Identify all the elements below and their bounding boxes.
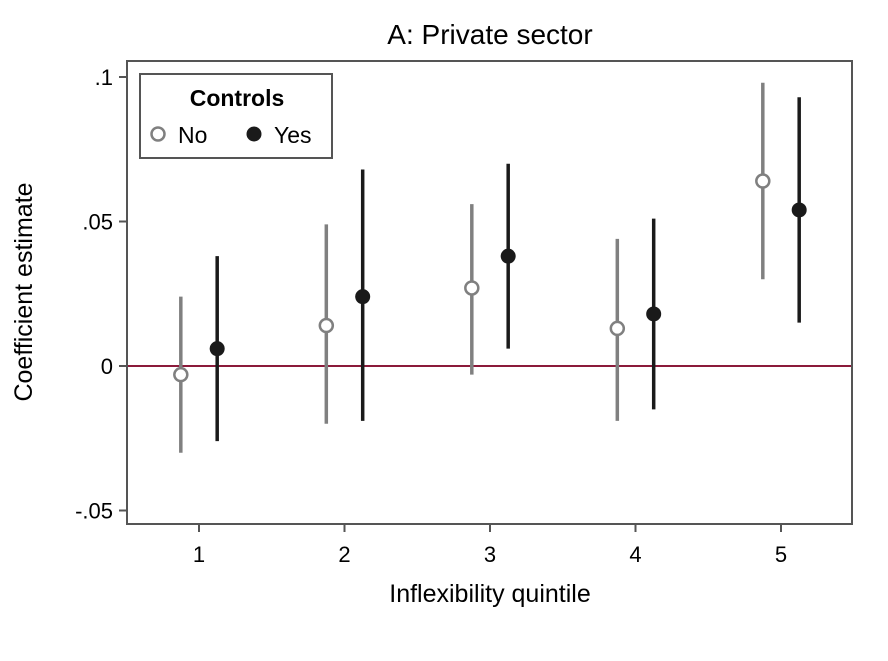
y-tick-label: .1	[95, 65, 113, 90]
x-tick-label: 5	[775, 542, 787, 567]
x-tick-label: 3	[484, 542, 496, 567]
x-axis-title: Inflexibility quintile	[389, 580, 591, 608]
point-estimate-yes	[791, 202, 807, 218]
y-tick-label: 0	[101, 354, 113, 379]
point-estimate-yes	[646, 306, 662, 322]
y-tick-label: -.05	[75, 499, 113, 524]
legend-marker-no	[150, 126, 166, 142]
y-axis: -.05 0 .05 .1	[75, 65, 127, 524]
point-estimate-no	[609, 320, 626, 337]
point-estimate-no	[173, 366, 189, 383]
legend-label-no: No	[178, 122, 207, 148]
point-estimate-no	[318, 317, 335, 334]
x-tick-label: 4	[629, 542, 641, 567]
point-estimate-no	[755, 173, 771, 189]
y-tick-label: .05	[82, 210, 113, 235]
legend-title: Controls	[190, 85, 285, 111]
x-axis: 1 2 3 4 5	[193, 524, 787, 567]
series-layer	[173, 82, 807, 453]
point-estimate-yes	[500, 248, 516, 264]
legend: Controls No Yes	[139, 73, 333, 159]
chart-title: A: Private sector	[387, 19, 592, 50]
x-tick-label: 2	[338, 542, 350, 567]
y-axis-title: Coefficient estimate	[10, 182, 38, 401]
x-tick-label: 1	[193, 542, 205, 567]
legend-label-yes: Yes	[274, 122, 312, 148]
point-estimate-yes	[355, 289, 371, 305]
point-estimate-no	[464, 280, 480, 296]
legend-box	[139, 73, 333, 159]
legend-marker-yes	[246, 126, 262, 142]
point-estimate-yes	[209, 341, 225, 357]
